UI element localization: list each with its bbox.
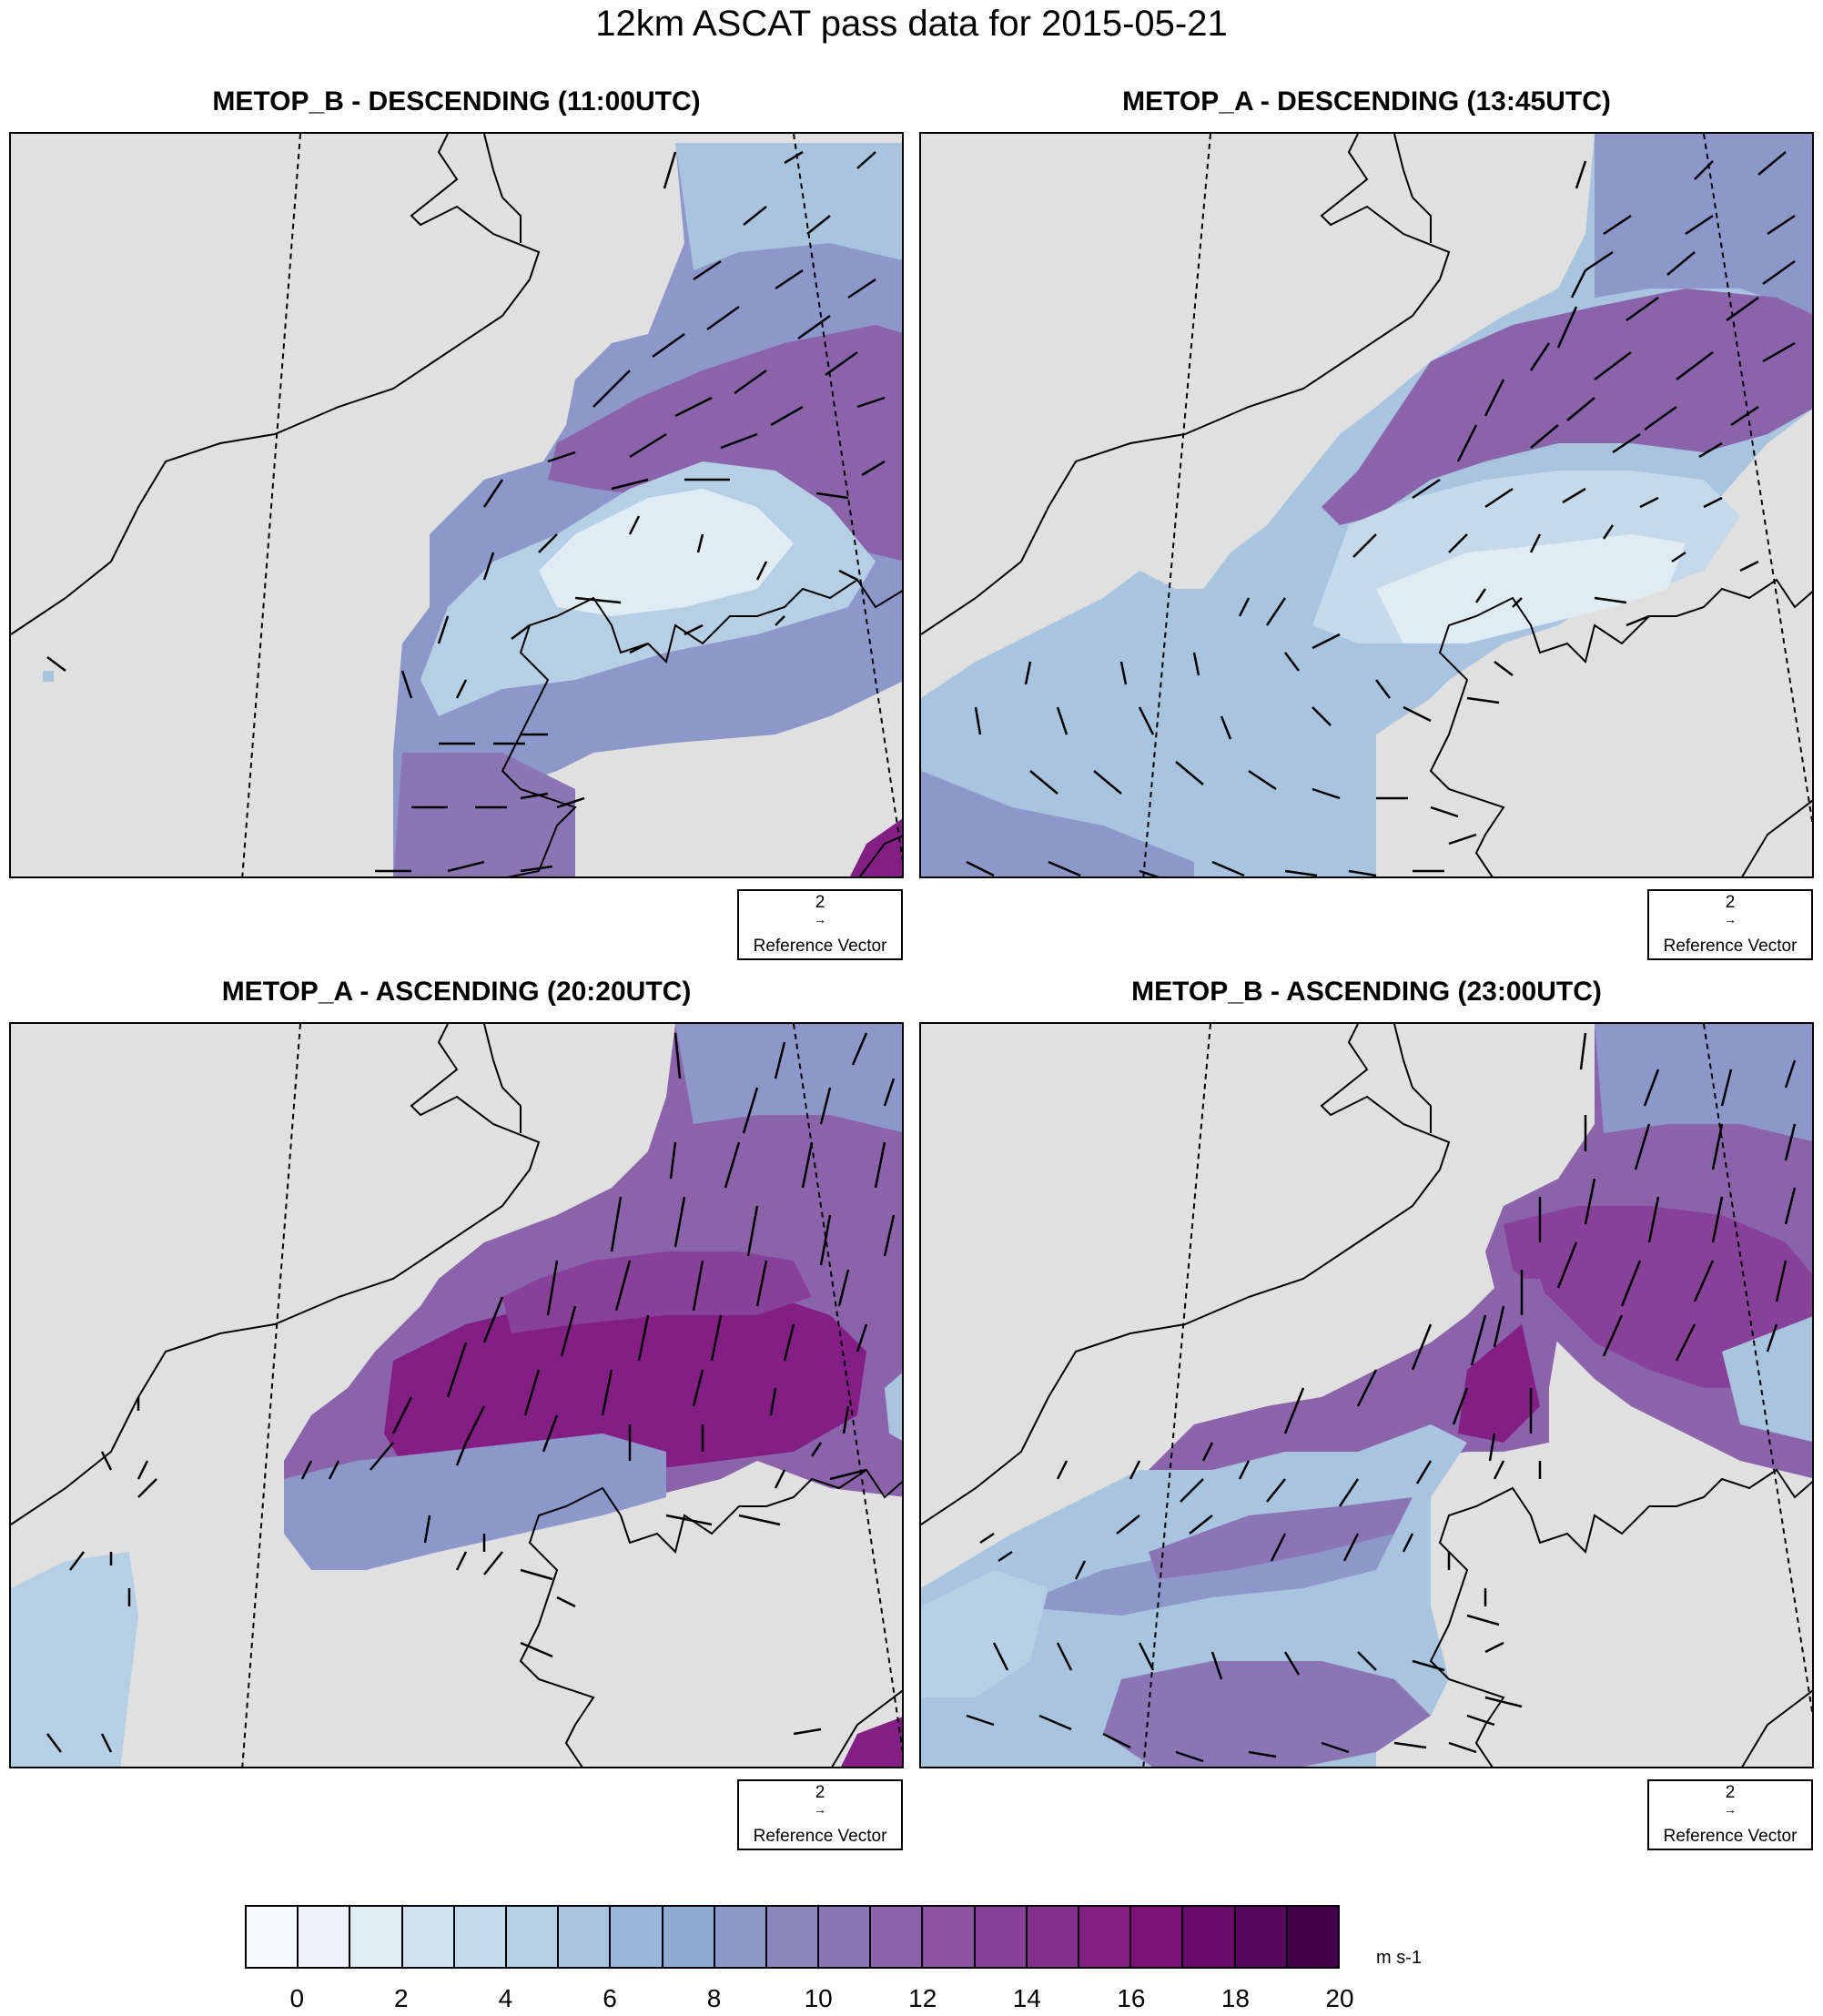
wind-vectors — [966, 1032, 1797, 1763]
colorbar-tick-label: 18 — [1220, 1984, 1250, 2012]
colorbar-tick-label: 6 — [603, 1984, 617, 2012]
reference-vector-value: 2 — [815, 1783, 825, 1802]
panel-title-metop-a-descending: METOP_A - DESCENDING (13:45UTC) — [1122, 86, 1611, 117]
gridlines — [241, 1024, 902, 1767]
panel-title-metop-b-descending: METOP_B - DESCENDING (11:00UTC) — [212, 86, 701, 117]
reference-vector-value: 2 — [1725, 893, 1736, 912]
colorbar-box — [1027, 1907, 1079, 1967]
reference-vector-label: Reference Vector — [1663, 1827, 1798, 1846]
coastline — [11, 1024, 902, 1767]
colorbar-box — [714, 1907, 767, 1967]
colorbar-unit: m s-1 — [1376, 1948, 1422, 1968]
colorbar-tick-label: 10 — [804, 1984, 833, 2012]
colorbar-box — [402, 1907, 455, 1967]
gridlines — [1142, 1024, 1812, 1767]
colorbar-tick-label: 14 — [1012, 1984, 1041, 2012]
wind-swath — [43, 143, 902, 876]
colorbar-box — [1079, 1907, 1132, 1967]
panel-title-metop-a-ascending: METOP_A - ASCENDING (20:20UTC) — [221, 977, 692, 1007]
wind-swath — [921, 1024, 1812, 1767]
reference-vector-legend-2: 2 → Reference Vector — [1647, 889, 1813, 960]
panel-title-metop-b-ascending: METOP_B - ASCENDING (23:00UTC) — [1131, 977, 1602, 1007]
colorbar-box — [975, 1907, 1028, 1967]
colorbar-box — [559, 1907, 612, 1967]
wind-swath — [11, 1024, 902, 1767]
coastline — [921, 1024, 1812, 1767]
colorbar-box — [663, 1907, 715, 1967]
gridlines — [241, 134, 902, 876]
wind-swath — [921, 134, 1812, 876]
colorbar-box — [1131, 1907, 1184, 1967]
reference-vector-value: 2 — [1725, 1783, 1736, 1802]
reference-vector-legend-3: 2 → Reference Vector — [737, 1779, 903, 1850]
wind-speed-colorbar — [245, 1905, 1340, 1969]
colorbar-box — [923, 1907, 976, 1967]
colorbar-tick-label: 2 — [394, 1984, 409, 2012]
reference-vector-legend-1: 2 → Reference Vector — [737, 889, 903, 960]
colorbar-tick-label: 8 — [706, 1984, 722, 2012]
reference-vector-label: Reference Vector — [753, 1827, 887, 1846]
colorbar-box — [819, 1907, 872, 1967]
colorbar-tick-label: 20 — [1325, 1984, 1354, 2012]
reference-arrow-icon: → — [1724, 912, 1737, 927]
colorbar-box — [299, 1907, 351, 1967]
colorbar-box — [247, 1907, 299, 1967]
colorbar-box — [454, 1907, 507, 1967]
reference-vector-legend-4: 2 → Reference Vector — [1647, 1779, 1813, 1850]
figure-title: 12km ASCAT pass data for 2015-05-21 — [595, 4, 1228, 44]
reference-arrow-icon: → — [814, 1802, 826, 1817]
colorbar-box — [1235, 1907, 1288, 1967]
colorbar-box — [506, 1907, 560, 1967]
reference-vector-label: Reference Vector — [1663, 937, 1798, 956]
map-panel-metop-b-ascending — [919, 1022, 1814, 1768]
reference-vector-value: 2 — [815, 893, 825, 912]
reference-arrow-icon: → — [814, 912, 826, 927]
colorbar-tick-label: 12 — [908, 1984, 937, 2012]
colorbar-tick-label: 0 — [289, 1984, 305, 2012]
colorbar-box — [766, 1907, 820, 1967]
reference-vector-label: Reference Vector — [753, 937, 887, 956]
reference-arrow-icon: → — [1724, 1802, 1737, 1817]
map-panel-metop-a-ascending — [9, 1022, 904, 1768]
colorbar-box — [350, 1907, 403, 1967]
map-panel-metop-a-descending — [919, 132, 1814, 878]
wind-vectors — [966, 151, 1796, 876]
gridlines — [1142, 134, 1812, 876]
coastline — [11, 134, 902, 876]
wind-vectors — [46, 1032, 896, 1753]
coastline — [921, 134, 1812, 876]
colorbar-tick-label: 4 — [498, 1984, 513, 2012]
wind-vectors — [46, 150, 886, 873]
colorbar-box — [611, 1907, 663, 1967]
colorbar-box — [1183, 1907, 1236, 1967]
map-panel-metop-b-descending — [9, 132, 904, 878]
colorbar-box — [1287, 1907, 1338, 1967]
colorbar-box — [871, 1907, 924, 1967]
colorbar-tick-label: 16 — [1117, 1984, 1146, 2012]
